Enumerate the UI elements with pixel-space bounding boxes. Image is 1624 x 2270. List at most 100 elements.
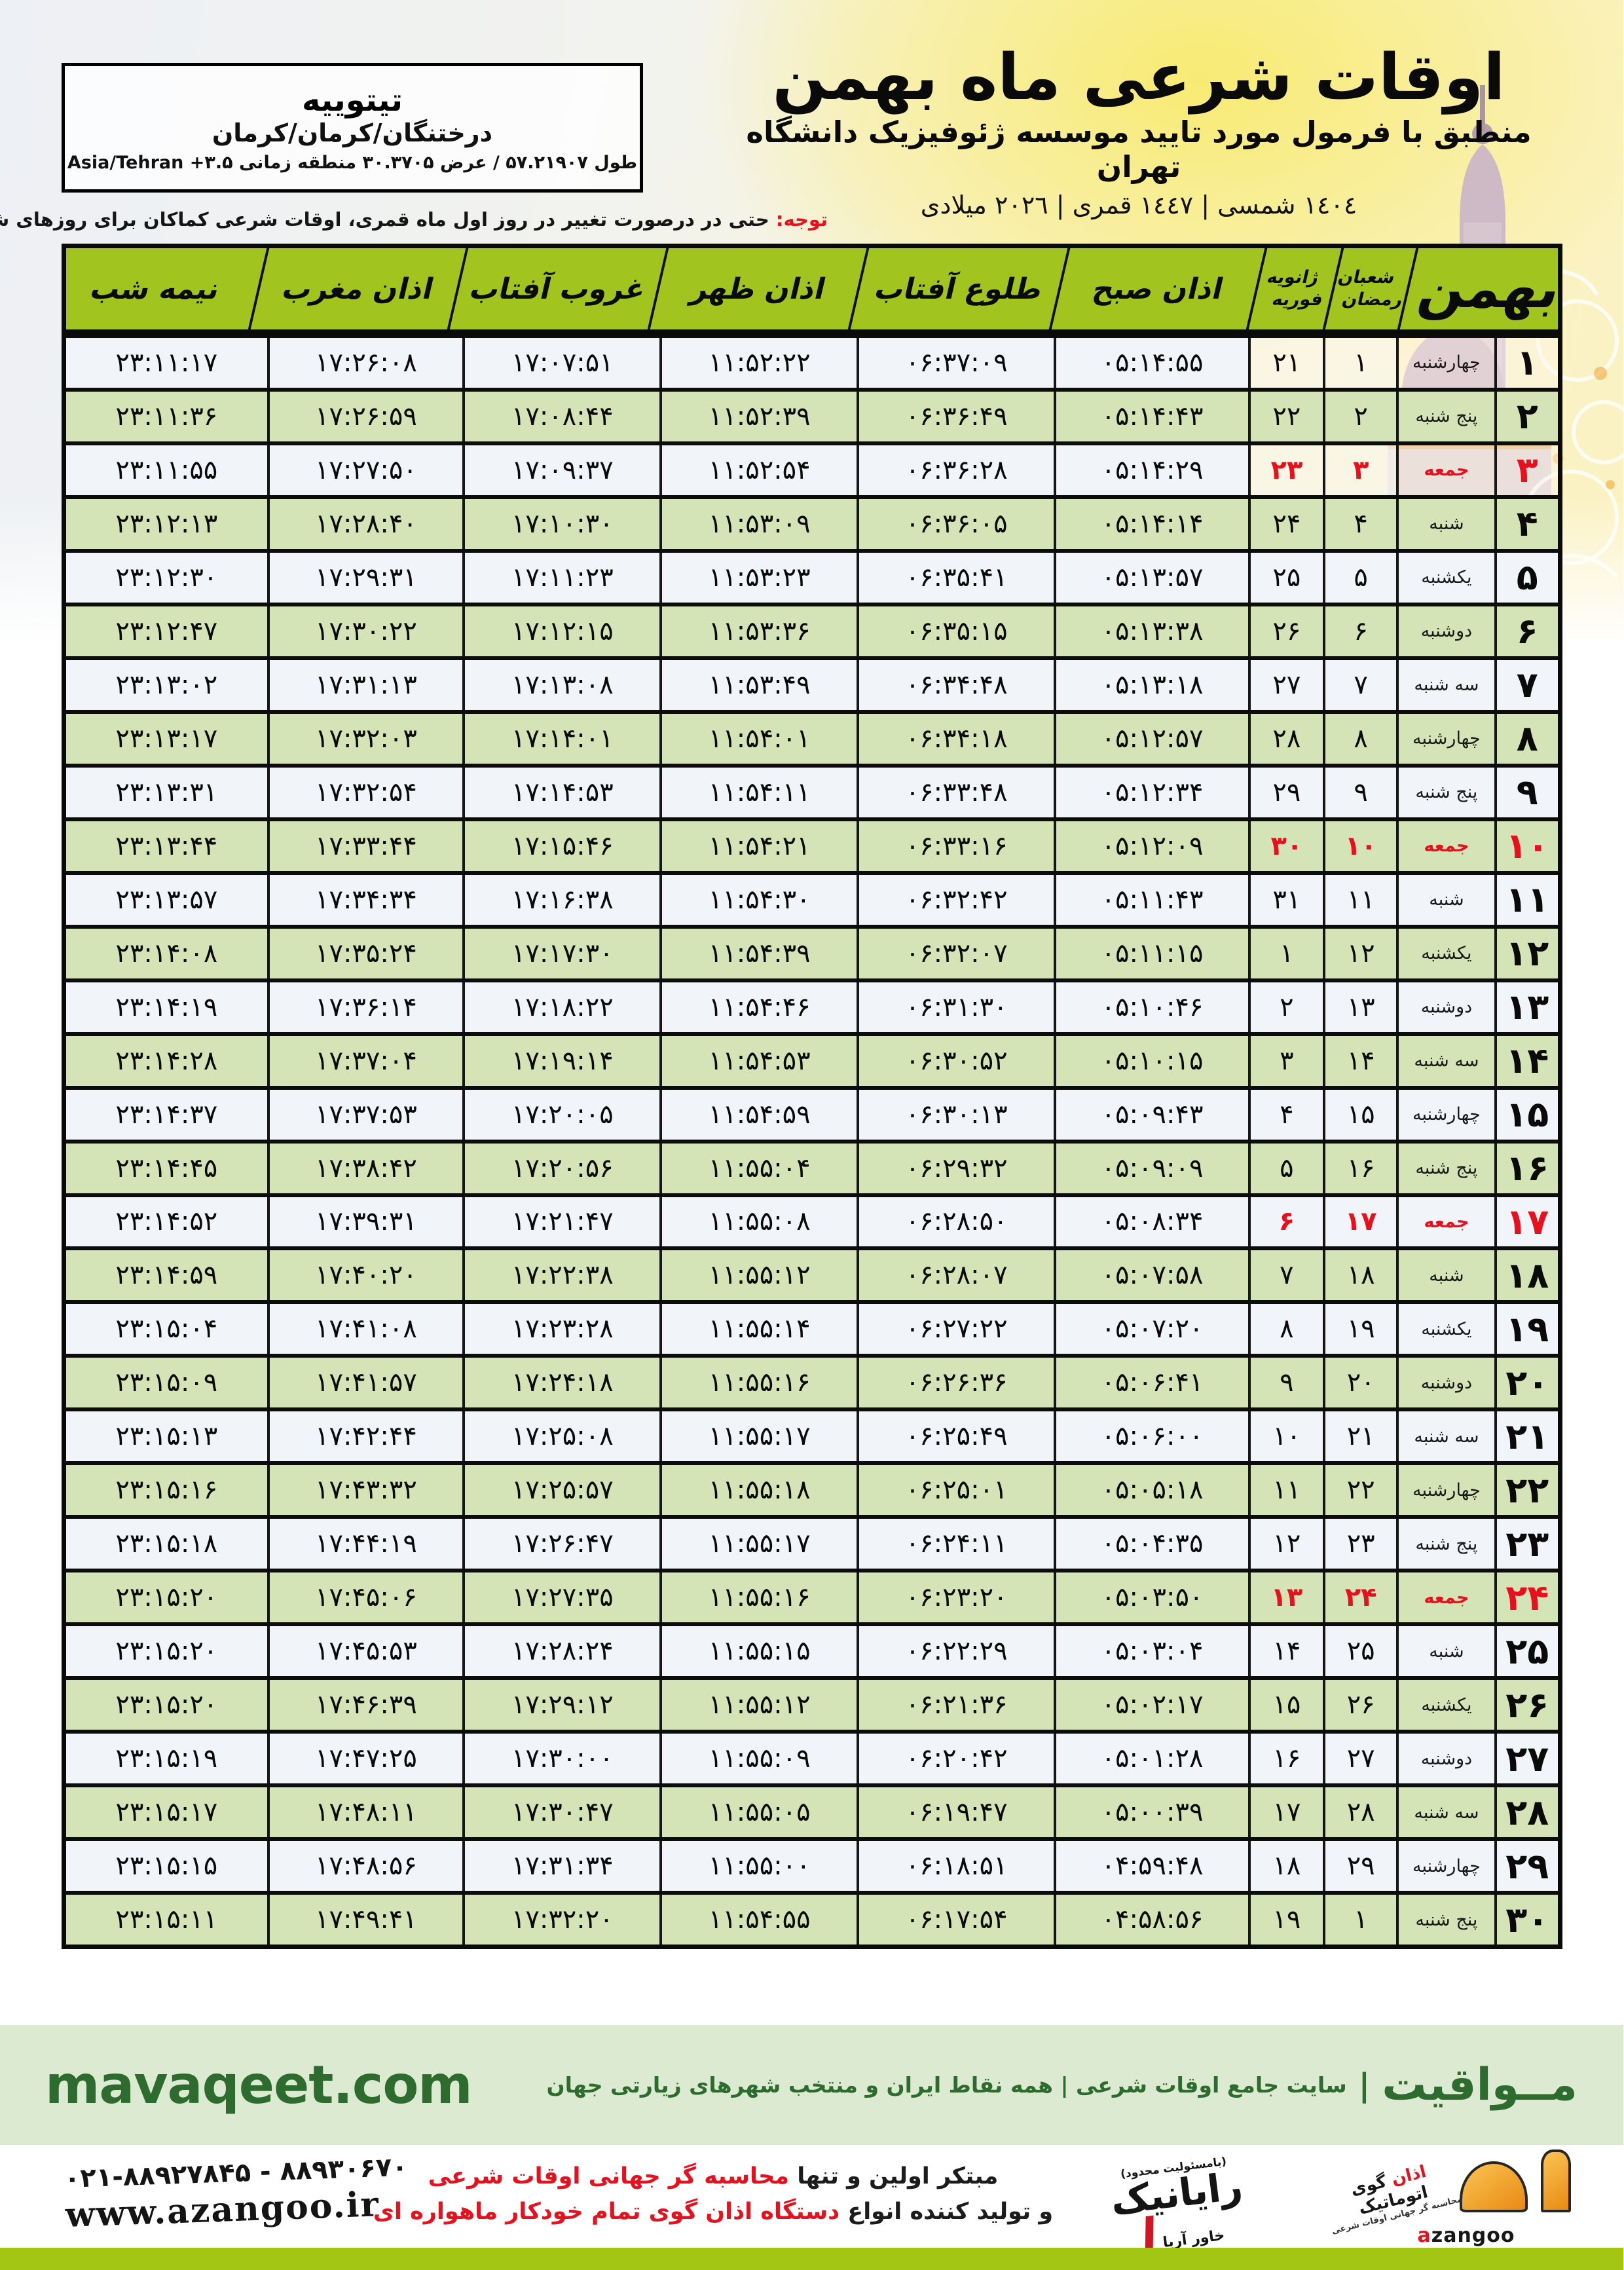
cell-weekday: یکشنبه <box>1397 552 1495 603</box>
cell-hijri-day: ۱۹ <box>1323 1304 1397 1354</box>
cell-dhuhr-time: ۱۱:۵۴:۳۰ <box>660 874 857 925</box>
cell-gregorian-day: ۵ <box>1248 1143 1324 1193</box>
notice-label: توجه: <box>776 208 828 231</box>
cell-weekday: یکشنبه <box>1397 1304 1495 1354</box>
cell-sunset-time: ۱۷:۲۸:۲۴ <box>463 1626 661 1677</box>
cell-midnight-time: ۲۳:۱۴:۵۹ <box>67 1250 268 1301</box>
cell-weekday: سه شنبه <box>1397 1787 1495 1838</box>
cell-gregorian-day: ۱۷ <box>1248 1787 1324 1838</box>
cell-gregorian-day: ۱۶ <box>1248 1734 1324 1784</box>
cell-weekday: سه شنبه <box>1397 1035 1495 1086</box>
mavaqeet-url[interactable]: mavaqeet.com <box>46 2055 473 2115</box>
cell-dhuhr-time: ۱۱:۵۵:۱۷ <box>660 1519 857 1569</box>
cell-fajr-time: ۰۵:۱۴:۴۳ <box>1054 391 1249 441</box>
table-row: ۹ پنج شنبه ۹ ۲۹ ۰۵:۱۲:۳۴ ۰۶:۳۳:۴۸ ۱۱:۵۴:… <box>67 763 1559 817</box>
table-row: ۱ چهارشنبه ۱ ۲۱ ۰۵:۱۴:۵۵ ۰۶:۳۷:۰۹ ۱۱:۵۲:… <box>67 334 1559 388</box>
cell-gregorian-day: ۲۱ <box>1248 338 1324 388</box>
cell-gregorian-day: ۹ <box>1248 1358 1324 1408</box>
cell-gregorian-day: ۱ <box>1248 928 1324 978</box>
cell-sunrise-time: ۰۶:۲۰:۴۲ <box>857 1734 1055 1784</box>
cell-maghrib-time: ۱۷:۳۱:۱۳ <box>267 660 464 710</box>
cell-sunrise-time: ۰۶:۳۳:۱۶ <box>857 821 1055 871</box>
cell-sunset-time: ۱۷:۳۰:۰۰ <box>463 1734 661 1784</box>
mavaqeet-site-name: مــواقیت <box>1382 2059 1578 2111</box>
cell-gregorian-day: ۲۹ <box>1248 767 1324 817</box>
cell-gregorian-day: ۸ <box>1248 1304 1324 1354</box>
cell-sunrise-time: ۰۶:۳۶:۰۵ <box>857 498 1055 549</box>
cell-sunset-time: ۱۷:۰۸:۴۴ <box>463 391 661 441</box>
cell-bahman-day: ۷ <box>1494 660 1559 710</box>
cell-dhuhr-time: ۱۱:۵۵:۱۶ <box>660 1572 857 1623</box>
cell-dhuhr-time: ۱۱:۵۵:۱۵ <box>660 1626 857 1677</box>
cell-midnight-time: ۲۳:۱۳:۱۷ <box>67 713 268 764</box>
cell-sunset-time: ۱۷:۲۵:۰۸ <box>463 1411 661 1462</box>
location-region: درختنگان/کرمان/کرمان <box>212 119 494 148</box>
notice-text: حتی در درصورت تغییر در روز اول ماه قمری،… <box>0 208 770 231</box>
cell-gregorian-day: ۱۱ <box>1248 1465 1324 1516</box>
table-row: ۲۹ چهارشنبه ۲۹ ۱۸ ۰۴:۵۹:۴۸ ۰۶:۱۸:۵۱ ۱۱:۵… <box>67 1837 1559 1891</box>
cell-sunrise-time: ۰۶:۲۶:۳۶ <box>857 1358 1055 1408</box>
cell-midnight-time: ۲۳:۱۴:۱۹ <box>67 982 268 1032</box>
cell-sunset-time: ۱۷:۲۰:۵۶ <box>463 1143 661 1193</box>
cell-hijri-day: ۷ <box>1323 660 1397 710</box>
cell-maghrib-time: ۱۷:۳۴:۳۴ <box>267 874 464 925</box>
cell-bahman-day: ۲۳ <box>1494 1519 1559 1569</box>
cell-sunset-time: ۱۷:۳۲:۲۰ <box>463 1895 661 1945</box>
cell-fajr-time: ۰۵:۰۱:۲۸ <box>1054 1734 1249 1784</box>
cell-hijri-day: ۱ <box>1323 1895 1397 1945</box>
cell-weekday: چهارشنبه <box>1397 713 1495 764</box>
cell-midnight-time: ۲۳:۱۵:۱۳ <box>67 1411 268 1462</box>
cell-fajr-time: ۰۵:۱۰:۱۵ <box>1054 1035 1249 1086</box>
cell-dhuhr-time: ۱۱:۵۵:۰۵ <box>660 1787 857 1838</box>
azangoo-wordmark: azangoo <box>1418 2224 1516 2247</box>
cell-sunrise-time: ۰۶:۲۹:۳۲ <box>857 1143 1055 1193</box>
cell-sunset-time: ۱۷:۲۲:۳۸ <box>463 1250 661 1301</box>
cell-dhuhr-time: ۱۱:۵۴:۳۹ <box>660 928 857 978</box>
cell-sunrise-time: ۰۶:۳۳:۴۸ <box>857 767 1055 817</box>
cell-hijri-day: ۲۳ <box>1323 1519 1397 1569</box>
cell-dhuhr-time: ۱۱:۵۵:۱۸ <box>660 1465 857 1516</box>
cell-sunset-time: ۱۷:۲۵:۵۷ <box>463 1465 661 1516</box>
cell-gregorian-day: ۱۹ <box>1248 1895 1324 1945</box>
cell-weekday: پنج شنبه <box>1397 1895 1495 1945</box>
cell-gregorian-day: ۲۷ <box>1248 660 1324 710</box>
cell-maghrib-time: ۱۷:۴۲:۴۴ <box>267 1411 464 1462</box>
cell-dhuhr-time: ۱۱:۵۵:۰۸ <box>660 1197 857 1247</box>
table-row: ۵ یکشنبه ۵ ۲۵ ۰۵:۱۳:۵۷ ۰۶:۳۵:۴۱ ۱۱:۵۳:۲۳… <box>67 548 1559 603</box>
cell-bahman-day: ۲۱ <box>1494 1411 1559 1462</box>
cell-midnight-time: ۲۳:۱۳:۰۲ <box>67 660 268 710</box>
cell-bahman-day: ۱۴ <box>1494 1035 1559 1086</box>
cell-sunset-time: ۱۷:۳۰:۴۷ <box>463 1787 661 1838</box>
table-row: ۱۶ پنج شنبه ۱۶ ۵ ۰۵:۰۹:۰۹ ۰۶:۲۹:۳۲ ۱۱:۵۵… <box>67 1139 1559 1193</box>
header-dhuhr: اذان ظهر <box>648 248 868 329</box>
cell-maghrib-time: ۱۷:۴۵:۰۶ <box>267 1572 464 1623</box>
cell-fajr-time: ۰۵:۱۱:۴۳ <box>1054 874 1249 925</box>
cell-weekday: یکشنبه <box>1397 1680 1495 1730</box>
cell-gregorian-day: ۷ <box>1248 1250 1324 1301</box>
table-row: ۲۱ سه شنبه ۲۱ ۱۰ ۰۵:۰۶:۰۰ ۰۶:۲۵:۴۹ ۱۱:۵۵… <box>67 1407 1559 1462</box>
cell-weekday: چهارشنبه <box>1397 338 1495 388</box>
cell-gregorian-day: ۱۸ <box>1248 1841 1324 1891</box>
cell-hijri-day: ۱۰ <box>1323 821 1397 871</box>
cell-bahman-day: ۱۶ <box>1494 1143 1559 1193</box>
cell-sunrise-time: ۰۶:۳۲:۴۲ <box>857 874 1055 925</box>
cell-dhuhr-time: ۱۱:۵۲:۵۴ <box>660 445 857 495</box>
cell-bahman-day: ۲۶ <box>1494 1680 1559 1730</box>
table-row: ۲۶ یکشنبه ۲۶ ۱۵ ۰۵:۰۲:۱۷ ۰۶:۲۱:۳۶ ۱۱:۵۵:… <box>67 1676 1559 1730</box>
table-row: ۲ پنج شنبه ۲ ۲۲ ۰۵:۱۴:۴۳ ۰۶:۳۶:۴۹ ۱۱:۵۲:… <box>67 387 1559 441</box>
cell-sunset-time: ۱۷:۲۹:۱۲ <box>463 1680 661 1730</box>
cell-bahman-day: ۲۸ <box>1494 1787 1559 1838</box>
cell-fajr-time: ۰۵:۰۹:۰۹ <box>1054 1143 1249 1193</box>
cell-dhuhr-time: ۱۱:۵۳:۰۹ <box>660 498 857 549</box>
cell-maghrib-time: ۱۷:۴۸:۵۶ <box>267 1841 464 1891</box>
cell-sunset-time: ۱۷:۲۴:۱۸ <box>463 1358 661 1408</box>
header-sunrise: طلوع آفتاب <box>848 248 1069 329</box>
table-row: ۲۴ جمعه ۲۴ ۱۳ ۰۵:۰۳:۵۰ ۰۶:۲۳:۲۰ ۱۱:۵۵:۱۶… <box>67 1569 1559 1623</box>
cell-maghrib-time: ۱۷:۳۷:۰۴ <box>267 1035 464 1086</box>
cell-midnight-time: ۲۳:۱۴:۰۸ <box>67 928 268 978</box>
cell-weekday: دوشنبه <box>1397 606 1495 656</box>
cell-weekday: چهارشنبه <box>1397 1465 1495 1516</box>
cell-gregorian-day: ۱۴ <box>1248 1626 1324 1677</box>
cell-gregorian-day: ۲۶ <box>1248 606 1324 656</box>
